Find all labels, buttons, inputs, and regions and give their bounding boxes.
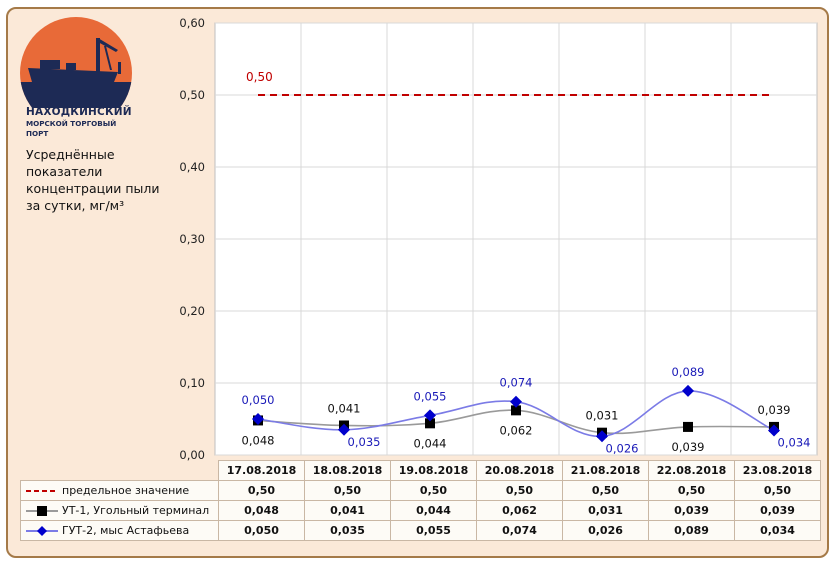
table-cell: 0,026 [562,520,649,541]
legend-key-icon [26,526,58,536]
gut2-data-label: 0,050 [242,393,275,407]
x-tick-label: 17.08.2018 [218,460,305,481]
y-tick-label: 0,40 [179,160,205,174]
table-cell: 0,041 [304,500,391,521]
table-cell: 0,050 [218,520,305,541]
gut2-data-label: 0,026 [606,441,639,455]
ut1-data-label: 0,062 [500,423,533,437]
legend-entry: предельное значение [20,480,219,501]
table-cell: 0,089 [648,520,735,541]
table-cell: 0,062 [476,500,563,521]
logo-line-3: ПОРТ [26,129,49,138]
logo-line-1: НАХОДКИНСКИЙ [26,106,132,118]
series-gut2-point [338,423,350,436]
series-gut2-point [252,413,264,425]
x-tick-label: 21.08.2018 [562,460,649,481]
legend-key-icon [26,490,58,492]
ut1-data-label: 0,039 [672,440,705,454]
series-gut2-point [768,424,780,437]
gut2-data-label: 0,034 [778,436,811,450]
series-ut1-point [683,421,693,432]
table-cell: 0,039 [734,500,821,521]
series-gut2-point [510,395,522,408]
limit-annotation: 0,50 [246,70,273,84]
x-tick-label: 20.08.2018 [476,460,563,481]
chart-subtitle: Усреднённые показатели концентрации пыли… [26,147,160,213]
table-cell: 0,074 [476,520,563,541]
series-ut1-point [511,405,521,416]
ut1-data-label: 0,039 [758,403,791,417]
table-cell: 0,50 [734,480,821,501]
x-tick-label: 19.08.2018 [390,460,477,481]
table-header-row: 17.08.2018 18.08.2018 19.08.2018 20.08.2018… [21,460,821,481]
y-tick-label: 0,00 [179,448,205,462]
table-cell: 0,039 [648,500,735,521]
x-tick-label: 23.08.2018 [734,460,821,481]
series-ut1-point [425,418,435,429]
series-gut2-point [424,409,436,422]
table-corner [21,461,219,481]
table-cell: 0,50 [218,480,305,501]
series-gut2-point [596,430,608,443]
data-table: 17.08.2018 18.08.2018 19.08.2018 20.08.2018… [20,460,821,541]
logo-line-2: МОРСКОЙ ТОРГОВЫЙ [26,119,117,128]
table-cell: 0,50 [648,480,735,501]
gut2-data-label: 0,055 [414,389,447,403]
table-cell: 0,50 [562,480,649,501]
legend-entry: УТ-1, Угольный терминал [20,500,219,521]
table-cell: 0,048 [218,500,305,521]
ut1-data-label: 0,048 [242,433,275,447]
table-row: предельное значение 0,50 0,50 0,50 0,50 0,50 0… [20,480,821,501]
ut1-data-label: 0,041 [328,401,361,415]
table-cell: 0,031 [562,500,649,521]
series-gut2-point [682,384,694,397]
table-cell: 0,50 [390,480,477,501]
y-tick-label: 0,10 [179,376,205,390]
table-row: УТ-1, Угольный терминал 0,048 0,041 0,044 0,… [20,500,821,521]
port-logo-icon [20,17,132,108]
table-cell: 0,034 [734,520,821,541]
x-tick-label: 22.08.2018 [648,460,735,481]
table-cell: 0,50 [304,480,391,501]
gut2-data-label: 0,035 [348,435,381,449]
ut1-data-label: 0,031 [586,409,619,423]
table-row: ГУТ-2, мыс Астафьева 0,050 0,035 0,055 0,074… [20,520,821,541]
legend-label: предельное значение [62,484,190,497]
legend-label: ГУТ-2, мыс Астафьева [62,524,190,537]
table-cell: 0,044 [390,500,477,521]
table-cell: 0,055 [390,520,477,541]
gut2-data-label: 0,074 [500,376,533,390]
table-cell: 0,50 [476,480,563,501]
gut2-data-label: 0,089 [672,365,705,379]
table-cell: 0,035 [304,520,391,541]
y-tick-label: 0,50 [179,88,205,102]
y-tick-label: 0,20 [179,304,205,318]
ut1-data-label: 0,044 [414,436,447,450]
legend-entry: ГУТ-2, мыс Астафьева [20,520,219,541]
y-tick-label: 0,60 [179,16,205,30]
y-tick-label: 0,30 [179,232,205,246]
x-tick-label: 18.08.2018 [304,460,391,481]
legend-label: УТ-1, Угольный терминал [62,504,210,517]
legend-key-icon [26,506,58,516]
